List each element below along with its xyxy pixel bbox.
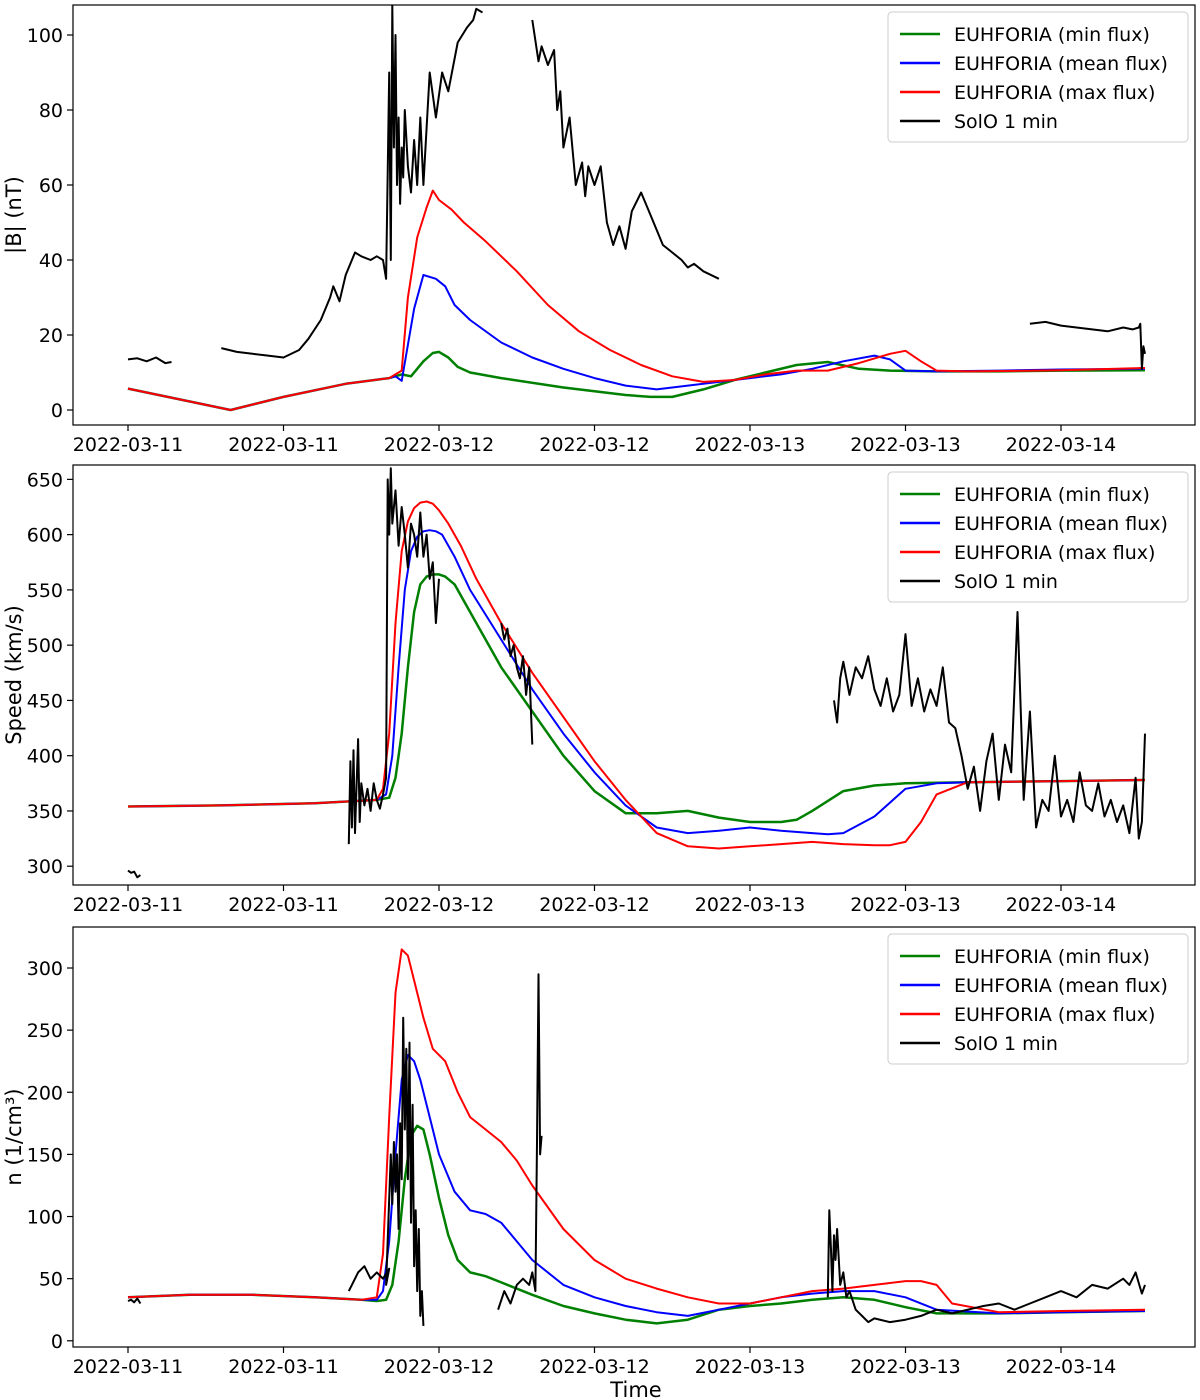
legend-box xyxy=(887,933,1189,1065)
y-tick-label: 300 xyxy=(27,856,63,878)
series-line-solo-1-min-seg4 xyxy=(826,1209,1146,1324)
x-tick-label: 2022-03-14 xyxy=(1006,434,1116,456)
axes-frame xyxy=(72,464,1196,886)
x-tick-label: 2022-03-13 xyxy=(850,894,960,916)
legend-entry: EUHFORIA (min flux) xyxy=(954,484,1150,506)
y-tick-label: 0 xyxy=(51,1331,63,1353)
y-axis-label: Speed (km/s) xyxy=(2,605,26,745)
x-tick-label: 2022-03-13 xyxy=(850,434,960,456)
x-tick-label: 2022-03-11 xyxy=(228,1356,338,1378)
y-tick-label: 550 xyxy=(27,580,63,602)
series-line-solo-1-min-seg3 xyxy=(531,19,720,280)
y-tick-label: 400 xyxy=(27,746,63,768)
x-tick-label: 2022-03-11 xyxy=(73,434,183,456)
y-tick-label: 150 xyxy=(27,1144,63,1166)
series-line-euhforia-min-flux xyxy=(127,350,1146,412)
legend-box xyxy=(887,471,1189,603)
y-tick-label: 50 xyxy=(39,1269,63,1291)
y-tick-label: 60 xyxy=(39,175,63,197)
series-line-solo-1-min-seg2 xyxy=(221,5,484,359)
legend-box xyxy=(887,11,1189,143)
legend-entry: SolO 1 min xyxy=(954,1033,1058,1055)
series-line-euhforia-min-flux xyxy=(127,1124,1146,1325)
series-line-euhforia-max-flux xyxy=(127,948,1146,1314)
chart-panel-3: 0 50 100 150 200 250 300 2022-03-11 2022-03-11 20… xyxy=(2,926,1196,1400)
x-tick-label: 2022-03-11 xyxy=(228,894,338,916)
y-tick-label: 500 xyxy=(27,635,63,657)
y-tick-label: 80 xyxy=(39,100,63,122)
x-tick-label: 2022-03-11 xyxy=(73,894,183,916)
series-line-solo-1-min-seg4 xyxy=(1029,320,1146,370)
x-tick-label: 2022-03-12 xyxy=(539,434,649,456)
x-tick-label: 2022-03-13 xyxy=(695,434,805,456)
y-axis-label: |B| (nT) xyxy=(2,176,27,254)
legend-entry: EUHFORIA (max flux) xyxy=(954,542,1155,564)
axes-frame xyxy=(72,926,1196,1348)
y-tick-label: 450 xyxy=(27,690,63,712)
y-tick-label: 100 xyxy=(27,1207,63,1229)
legend: EUHFORIA (min flux) EUHFORIA (mean flux) E… xyxy=(887,11,1189,143)
y-tick-label: 600 xyxy=(27,525,63,547)
x-tick-label: 2022-03-13 xyxy=(850,1356,960,1378)
axes-frame xyxy=(72,4,1196,426)
legend-entry: EUHFORIA (max flux) xyxy=(954,1004,1155,1026)
legend-entry: EUHFORIA (max flux) xyxy=(954,82,1155,104)
series-line-solo-1-min-seg3 xyxy=(497,973,543,1311)
chart-panel-1: 0 20 40 60 80 100 2022-03-11 2022-03-11 2022-03-… xyxy=(2,4,1196,456)
x-tick-label: 2022-03-13 xyxy=(695,1356,805,1378)
series-line-solo-1-min-seg1 xyxy=(127,869,141,879)
series-line-solo-1-min-seg2 xyxy=(347,1016,425,1326)
series-line-euhforia-max-flux xyxy=(127,500,1146,850)
legend-entry: SolO 1 min xyxy=(954,111,1058,133)
legend-entry: EUHFORIA (min flux) xyxy=(954,946,1150,968)
x-axis-label: Time xyxy=(609,1378,661,1400)
series-line-euhforia-mean-flux xyxy=(127,1054,1146,1317)
series-line-euhforia-mean-flux xyxy=(127,529,1146,836)
y-axis-label: n (1/cm³) xyxy=(2,1088,26,1185)
y-tick-label: 20 xyxy=(39,325,63,347)
x-tick-label: 2022-03-12 xyxy=(384,894,494,916)
x-tick-label: 2022-03-13 xyxy=(695,894,805,916)
chart-panel-2: 300 350 400 450 500 550 600 650 2022-03-11 2022-0… xyxy=(2,464,1196,916)
series-line-solo-1-min-seg4 xyxy=(833,611,1146,840)
x-tick-label: 2022-03-12 xyxy=(384,1356,494,1378)
y-tick-label: 300 xyxy=(27,958,63,980)
y-tick-label: 350 xyxy=(27,801,63,823)
y-tick-label: 40 xyxy=(39,250,63,272)
x-tick-label: 2022-03-11 xyxy=(228,434,338,456)
legend: EUHFORIA (min flux) EUHFORIA (mean flux) E… xyxy=(887,933,1189,1065)
y-tick-label: 650 xyxy=(27,469,63,491)
y-tick-label: 0 xyxy=(51,400,63,422)
x-tick-label: 2022-03-14 xyxy=(1006,1356,1116,1378)
y-tick-label: 200 xyxy=(27,1082,63,1104)
x-tick-label: 2022-03-12 xyxy=(539,894,649,916)
x-tick-label: 2022-03-11 xyxy=(73,1356,183,1378)
series-line-solo-1-min-seg1 xyxy=(127,356,172,365)
legend-entry: EUHFORIA (mean flux) xyxy=(954,513,1168,535)
series-line-solo-1-min-seg1 xyxy=(127,1297,142,1305)
x-tick-label: 2022-03-12 xyxy=(384,434,494,456)
x-tick-label: 2022-03-12 xyxy=(539,1356,649,1378)
series-line-euhforia-max-flux xyxy=(127,189,1146,411)
y-tick-label: 250 xyxy=(27,1020,63,1042)
series-line-solo-1-min-seg2 xyxy=(347,467,440,845)
series-line-euhforia-min-flux xyxy=(127,573,1146,824)
legend-entry: SolO 1 min xyxy=(954,571,1058,593)
x-tick-label: 2022-03-14 xyxy=(1006,894,1116,916)
y-tick-label: 100 xyxy=(27,25,63,47)
legend-entry: EUHFORIA (mean flux) xyxy=(954,975,1168,997)
legend-entry: EUHFORIA (mean flux) xyxy=(954,53,1168,75)
series-line-euhforia-mean-flux xyxy=(127,274,1146,411)
legend: EUHFORIA (min flux) EUHFORIA (mean flux) E… xyxy=(887,471,1189,603)
series-line-solo-1-min-seg3 xyxy=(500,622,534,745)
legend-entry: EUHFORIA (min flux) xyxy=(954,24,1150,46)
